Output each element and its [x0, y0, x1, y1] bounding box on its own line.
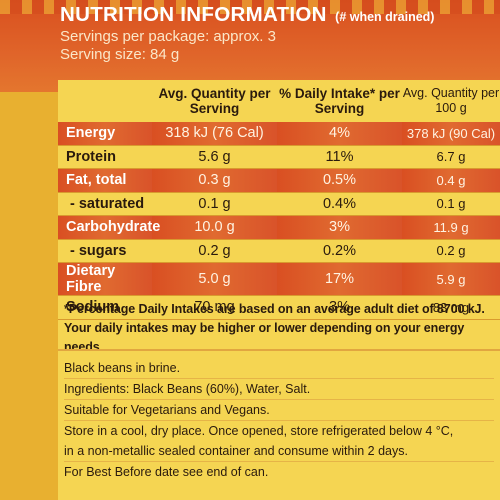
best-before-note: For Best Before date see end of can. [64, 464, 269, 479]
suitability: Suitable for Vegetarians and Vegans. [64, 400, 494, 421]
table-header-row: Avg. Quantity per Serving % Daily Intake… [58, 84, 500, 122]
servings-per-package: Servings per package: approx. 3 [60, 28, 276, 45]
table-row: - saturated 0.1 g 0.4% 0.1 g [58, 192, 500, 216]
daily-intake-value: 0.4% [277, 192, 402, 216]
nutrient-label: - sugars [58, 239, 152, 263]
per-100g-value: 0.1 g [402, 192, 500, 216]
per-100g-value: 378 kJ (90 Cal) [402, 122, 500, 146]
title-note: (# when drained) [335, 10, 435, 24]
table-row: Carbohydrate 10.0 g 3% 11.9 g [58, 215, 500, 240]
daily-intake-value: 0.5% [277, 168, 402, 193]
product-info: Black beans in brine. Ingredients: Black… [64, 358, 494, 482]
table-row: - sugars 0.2 g 0.2% 0.2 g [58, 239, 500, 263]
nutrition-table: Avg. Quantity per Serving % Daily Intake… [58, 84, 500, 320]
product-description: Black beans in brine. [64, 358, 494, 379]
storage-instructions: Store in a cool, dry place. Once opened,… [64, 423, 454, 438]
daily-intake-value: 3% [277, 215, 402, 240]
ingredients: Ingredients: Black Beans (60%), Water, S… [64, 379, 494, 400]
per-100g-value: 5.9 g [402, 262, 500, 296]
column-header-daily-intake: % Daily Intake* per Serving [279, 86, 400, 116]
per-serving-value: 5.0 g [152, 262, 277, 296]
header-background [0, 0, 500, 92]
per-100g-value: 0.4 g [402, 168, 500, 193]
nutrient-label: Carbohydrate [58, 215, 160, 240]
daily-intake-value: 4% [277, 122, 402, 146]
per-100g-value: 83 mg [402, 295, 500, 320]
daily-intake-value: 3% [277, 295, 402, 320]
table-row: Energy 318 kJ (76 Cal) 4% 378 kJ (90 Cal) [58, 122, 500, 146]
daily-intake-value: 0.2% [277, 239, 402, 263]
table-row: Dietary Fibre 5.0 g 17% 5.9 g [58, 262, 500, 296]
nutrient-label: - saturated [58, 192, 152, 216]
per-serving-value: 0.1 g [152, 192, 277, 216]
column-header-per-100g: Avg. Quantity per 100 g [402, 86, 500, 115]
per-serving-value: 10.0 g [152, 215, 277, 240]
title-line: NUTRITION INFORMATION (# when drained) [60, 3, 490, 27]
page-title: NUTRITION INFORMATION [60, 3, 327, 26]
nutrient-label: Fat, total [58, 168, 152, 193]
per-100g-value: 11.9 g [402, 215, 500, 240]
per-serving-value: 5.6 g [152, 145, 277, 169]
daily-intake-value: 11% [277, 145, 402, 169]
footnote-line: Your daily intakes may be higher or lowe… [64, 321, 465, 354]
column-header-nutrient [58, 84, 152, 122]
nutrition-header: NUTRITION INFORMATION (# when drained) S… [60, 3, 490, 63]
per-100g-value: 6.7 g [402, 145, 500, 169]
nutrient-label: Dietary Fibre [58, 262, 152, 296]
nutrient-label: Energy [58, 122, 152, 146]
decorative-pattern [0, 0, 500, 14]
per-serving-value: 0.3 g [152, 168, 277, 193]
nutrient-label: Sodium [58, 295, 152, 320]
divider [58, 349, 500, 351]
per-serving-value: 0.2 g [152, 239, 277, 263]
column-header-per-serving: Avg. Quantity per Serving [158, 86, 271, 116]
serving-size: Serving size: 84 g [60, 46, 180, 63]
per-serving-value: 70 mg [152, 295, 277, 320]
nutrient-label: Protein [58, 145, 152, 169]
storage-instructions-cont: in a non-metallic sealed container and c… [64, 441, 494, 462]
footnote-line: *Percentage Daily Intakes are based on a… [64, 302, 485, 316]
table-row: Fat, total 0.3 g 0.5% 0.4 g [58, 168, 500, 193]
table-row: Protein 5.6 g 11% 6.7 g [58, 145, 500, 169]
table-body: Energy 318 kJ (76 Cal) 4% 378 kJ (90 Cal) Pr… [58, 122, 500, 320]
table-row: Sodium 70 mg 3% 83 mg [58, 295, 500, 320]
daily-intake-value: 17% [277, 262, 402, 296]
per-100g-value: 0.2 g [402, 239, 500, 263]
per-serving-value: 318 kJ (76 Cal) [152, 122, 277, 146]
daily-intake-footnote: *Percentage Daily Intakes are based on a… [64, 300, 494, 357]
